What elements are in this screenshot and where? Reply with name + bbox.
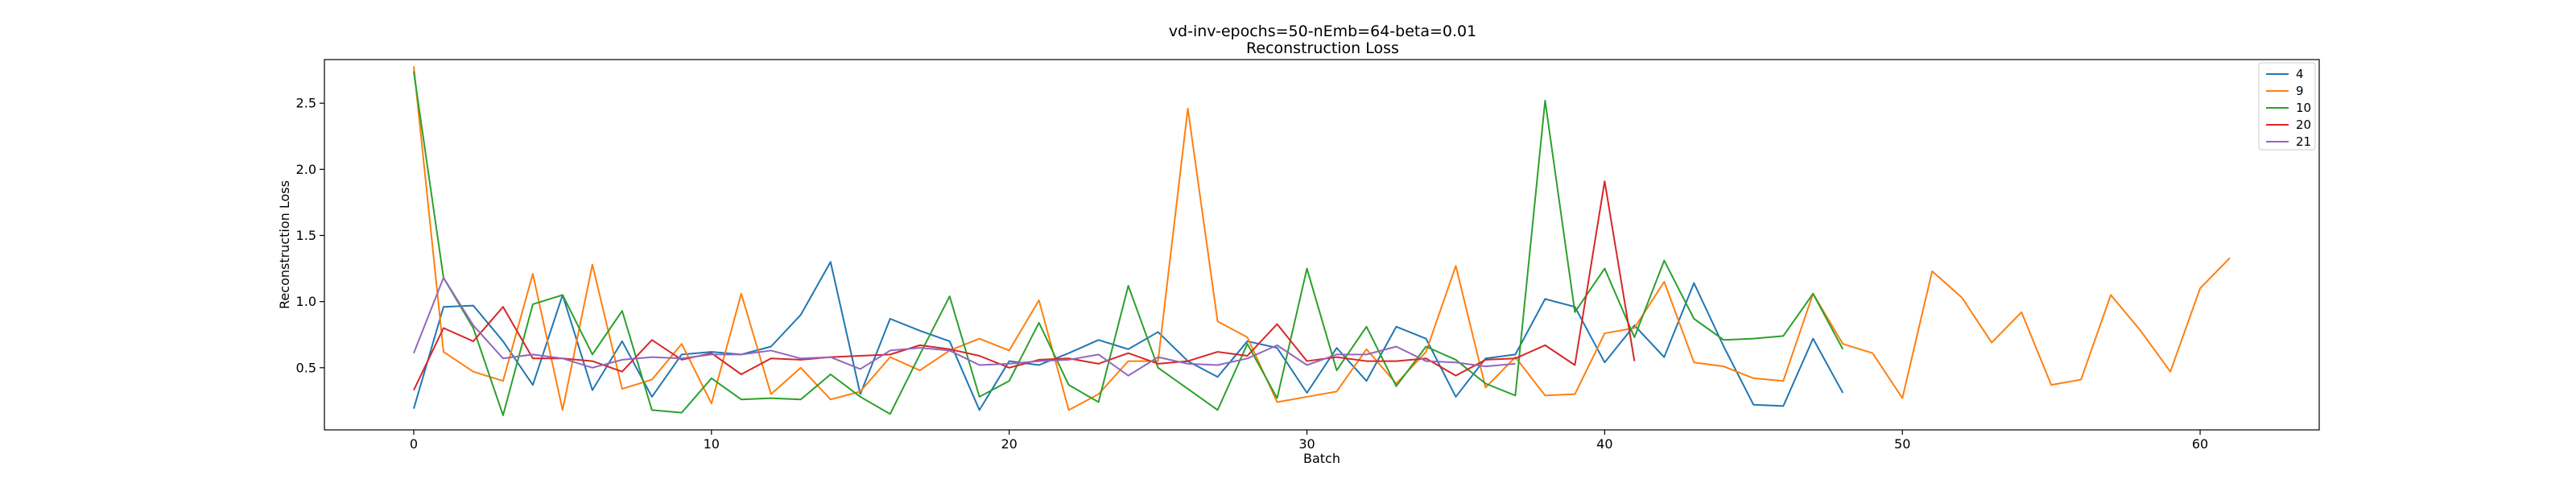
y-tick-label: 2.0	[296, 162, 316, 177]
chart-subtitle: Reconstruction Loss	[1246, 39, 1399, 57]
x-tick-label: 40	[1596, 436, 1612, 452]
x-tick-label: 20	[1001, 436, 1017, 452]
legend-label-10: 10	[2296, 101, 2311, 115]
legend: 4 9 10 20 21	[2258, 62, 2316, 151]
legend-label-4: 4	[2296, 67, 2304, 81]
x-axis: 0 10 20 30 40 50 60	[410, 430, 2208, 452]
x-tick-label: 50	[1894, 436, 1910, 452]
y-tick-label: 0.5	[296, 360, 316, 375]
axes-frame	[324, 59, 2320, 431]
legend-box	[2258, 62, 2316, 151]
y-axis: 0.5 1.0 1.5 2.0 2.5	[296, 96, 324, 375]
plot-area: 0 10 20 30 40 50 60 0.5 1.0 1.5 2.0 2.5	[296, 59, 2320, 452]
x-tick-label: 60	[2192, 436, 2208, 452]
y-tick-label: 1.0	[296, 294, 316, 309]
y-axis-label: Reconstruction Loss	[277, 180, 292, 309]
y-tick-label: 1.5	[296, 228, 316, 243]
legend-label-21: 21	[2296, 134, 2311, 149]
series-line-21	[413, 277, 1516, 377]
x-tick-label: 0	[410, 436, 418, 452]
x-tick-label: 10	[704, 436, 720, 452]
x-tick-label: 30	[1298, 436, 1315, 452]
chart-title: vd-inv-epochs=50-nEmb=64-beta=0.01	[1169, 23, 1476, 40]
series-layer	[412, 66, 2231, 416]
x-axis-label: Batch	[1303, 451, 1340, 466]
series-line-10	[412, 71, 1844, 416]
series-line-9	[412, 66, 2231, 411]
y-tick-label: 2.5	[296, 96, 316, 111]
series-line-4	[413, 261, 1844, 411]
legend-label-20: 20	[2296, 118, 2311, 132]
legend-label-9: 9	[2296, 84, 2304, 98]
